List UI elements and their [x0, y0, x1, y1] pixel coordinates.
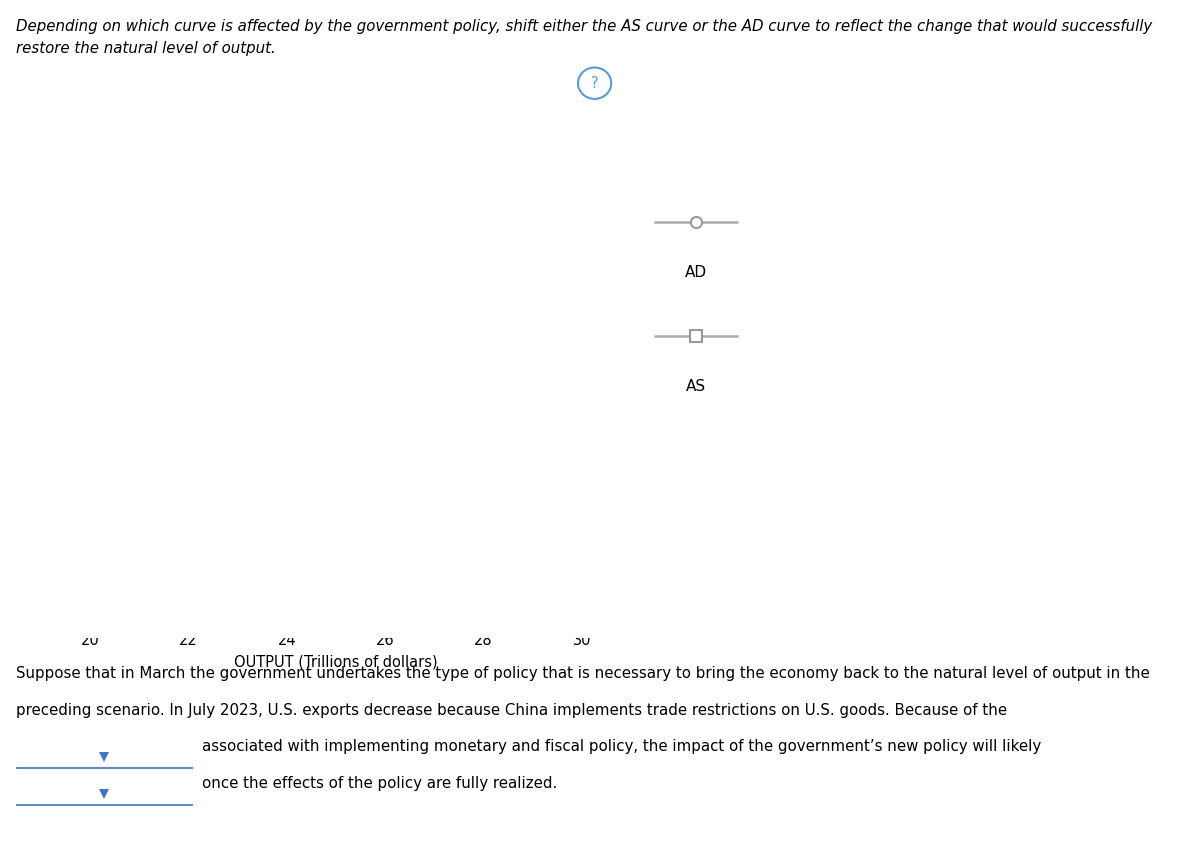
Text: AD: AD	[685, 265, 707, 280]
Text: Suppose that in March the government undertakes the type of policy that is neces: Suppose that in March the government und…	[16, 666, 1150, 682]
Text: ?: ?	[590, 76, 599, 91]
Text: Depending on which curve is affected by the government policy, shift either the : Depending on which curve is affected by …	[16, 19, 1152, 34]
Text: AD: AD	[434, 528, 456, 543]
Y-axis label: PRICE LEVEL: PRICE LEVEL	[31, 318, 46, 408]
Text: AS: AS	[444, 183, 464, 198]
Text: associated with implementing monetary and fiscal policy, the impact of the gover: associated with implementing monetary an…	[202, 739, 1040, 755]
Text: once the effects of the policy are fully realized.: once the effects of the policy are fully…	[202, 776, 557, 791]
Text: preceding scenario. In July 2023, U.S. exports decrease because China implements: preceding scenario. In July 2023, U.S. e…	[16, 703, 1007, 718]
X-axis label: OUTPUT (Trillions of dollars): OUTPUT (Trillions of dollars)	[234, 655, 438, 670]
Text: restore the natural level of output.: restore the natural level of output.	[16, 41, 275, 56]
Text: AS: AS	[686, 379, 706, 394]
FancyBboxPatch shape	[11, 65, 632, 641]
Text: LRAS: LRAS	[290, 599, 328, 614]
